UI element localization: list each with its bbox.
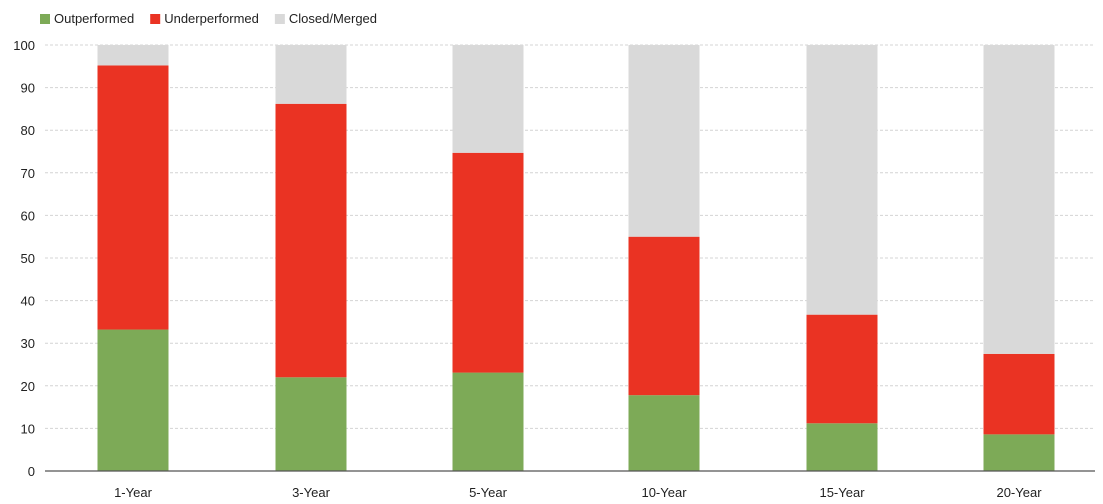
legend-label: Outperformed (54, 11, 134, 26)
y-tick-label: 10 (21, 421, 35, 436)
y-tick-label: 0 (28, 464, 35, 479)
bar-segment-underperformed (983, 353, 1055, 435)
legend-swatch (150, 14, 161, 24)
legend: Outperformed Underperformed Closed/Merged (40, 11, 377, 26)
bar-stack-20-year (983, 45, 1055, 471)
bar-segment-underperformed (806, 314, 878, 424)
y-tick-label: 80 (21, 123, 35, 138)
x-tick-label: 10-Year (641, 485, 687, 500)
y-axis: 0 10 20 30 40 50 60 70 80 90 100 (13, 38, 35, 479)
bar-segment-closed-merged (628, 45, 700, 237)
legend-label: Closed/Merged (289, 11, 377, 26)
bar-segment-underperformed (97, 65, 169, 330)
bar-stack-10-year (628, 45, 700, 471)
x-tick-label: 20-Year (996, 485, 1042, 500)
y-tick-label: 70 (21, 166, 35, 181)
y-tick-label: 100 (13, 38, 35, 53)
bar-stack-15-year (806, 45, 878, 471)
bar-segment-closed-merged (452, 45, 524, 153)
bar-segment-closed-merged (806, 45, 878, 315)
bar-segment-outperformed (275, 377, 347, 471)
legend-swatch (40, 14, 50, 24)
bar-segment-outperformed (806, 423, 878, 471)
y-tick-label: 60 (21, 208, 35, 223)
x-tick-label: 3-Year (292, 485, 330, 500)
legend-item: Outperformed (40, 11, 134, 26)
bar-segment-underperformed (628, 236, 700, 396)
x-tick-label: 5-Year (469, 485, 507, 500)
bar-segment-outperformed (628, 395, 700, 471)
bar-segment-closed-merged (983, 45, 1055, 354)
bar-segment-outperformed (452, 372, 524, 471)
y-tick-label: 30 (21, 336, 35, 351)
bars (97, 45, 1055, 471)
bar-segment-closed-merged (97, 45, 169, 66)
bar-stack-1-year (97, 45, 169, 471)
bar-segment-outperformed (983, 434, 1055, 471)
x-tick-label: 1-Year (114, 485, 152, 500)
bar-segment-closed-merged (275, 45, 347, 104)
bar-stack-3-year (275, 45, 347, 471)
legend-item: Closed/Merged (274, 11, 377, 26)
bar-segment-outperformed (97, 329, 169, 471)
legend-item: Underperformed (150, 11, 259, 26)
y-tick-label: 40 (21, 294, 35, 309)
y-tick-label: 50 (21, 251, 35, 266)
legend-swatch (274, 14, 285, 24)
bar-stack-5-year (452, 45, 524, 471)
bar-segment-underperformed (452, 152, 524, 373)
y-tick-label: 20 (21, 379, 35, 394)
y-tick-label: 90 (21, 81, 35, 96)
grid (45, 44, 1095, 429)
x-tick-label: 15-Year (819, 485, 865, 500)
legend-label: Underperformed (164, 11, 259, 26)
bar-segment-underperformed (275, 103, 347, 378)
x-axis: 1-Year 3-Year 5-Year 10-Year 15-Year 20-Year (45, 470, 1095, 500)
